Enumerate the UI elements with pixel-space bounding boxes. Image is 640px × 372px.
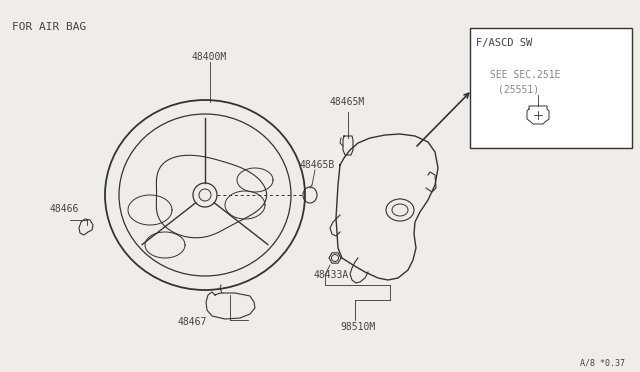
Text: SEE SEC.251E: SEE SEC.251E — [490, 70, 561, 80]
Text: 98510M: 98510M — [340, 322, 375, 332]
Text: 48400M: 48400M — [192, 52, 227, 62]
Text: A/8 *0.37: A/8 *0.37 — [580, 358, 625, 367]
Text: 48466: 48466 — [50, 204, 79, 214]
Text: 48467: 48467 — [177, 317, 206, 327]
Polygon shape — [79, 219, 93, 235]
Text: 48465B: 48465B — [300, 160, 335, 170]
Text: 48433A: 48433A — [313, 270, 348, 280]
Text: F/ASCD SW: F/ASCD SW — [476, 38, 532, 48]
Bar — [470, 28, 632, 148]
Text: (25551): (25551) — [498, 85, 539, 95]
Text: FOR AIR BAG: FOR AIR BAG — [12, 22, 86, 32]
Text: 48465M: 48465M — [330, 97, 365, 107]
